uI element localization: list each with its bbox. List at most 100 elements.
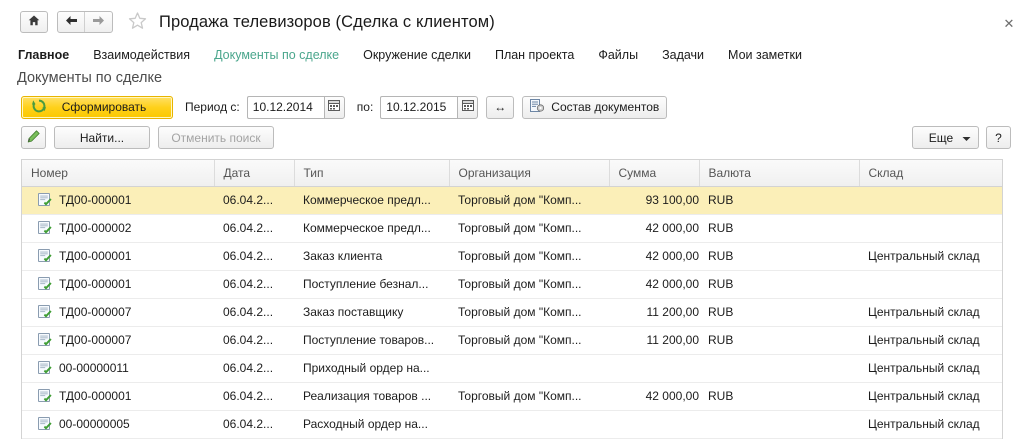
cell-organizaciya[interactable]: Торговый дом "Комп... [449, 382, 609, 411]
cell-sklad[interactable]: Центральный склад [859, 354, 1002, 383]
column-header-organizaciya[interactable]: Организация [449, 160, 610, 187]
table-row[interactable]: 00-00000005 06.04.2... Расходный ордер на.… [22, 410, 1002, 439]
period-interval-button[interactable]: ↔ [486, 95, 515, 119]
cell-organizaciya[interactable] [449, 410, 609, 439]
period-to-input[interactable] [380, 95, 458, 119]
table-row[interactable]: ТД00-000002 06.04.2... Коммерческое предл.… [22, 214, 1002, 243]
cell-summa[interactable]: 42 000,00 [609, 382, 699, 411]
find-button[interactable]: Найти... [54, 126, 150, 149]
cell-tip[interactable]: Поступление товаров... [294, 326, 449, 355]
back-button[interactable] [58, 12, 85, 32]
period-to-calendar-button[interactable] [457, 95, 479, 119]
cell-organizaciya[interactable]: Торговый дом "Комп... [449, 242, 609, 271]
cell-sklad[interactable]: Центральный склад [859, 242, 1002, 271]
cell-summa[interactable]: 42 000,00 [609, 242, 699, 271]
cell-data[interactable]: 06.04.2... [214, 382, 294, 411]
tab-moi-zametki[interactable]: Мои заметки [728, 48, 802, 62]
table-row[interactable]: ТД00-000001 06.04.2... Коммерческое предл.… [22, 186, 1002, 215]
tab-vzaimodeystviya[interactable]: Взаимодействия [93, 48, 191, 62]
cell-summa[interactable]: 93 100,00 [609, 186, 699, 215]
cell-nomer[interactable]: ТД00-000002 [22, 214, 214, 243]
cell-nomer[interactable]: ТД00-000007 [22, 326, 214, 355]
cell-data[interactable]: 06.04.2... [214, 214, 294, 243]
cell-data[interactable]: 06.04.2... [214, 186, 294, 215]
period-from-field[interactable] [246, 95, 345, 119]
home-button[interactable] [20, 11, 48, 33]
cell-data[interactable]: 06.04.2... [214, 410, 294, 439]
tab-glavnoe[interactable]: Главное [18, 48, 70, 62]
column-header-valyuta[interactable]: Валюта [699, 160, 860, 187]
table-row[interactable]: ТД00-000001 06.04.2... Поступление безнал.… [22, 270, 1002, 299]
cell-nomer[interactable]: ТД00-000007 [22, 298, 214, 327]
cell-tip[interactable]: Реализация товаров ... [294, 382, 449, 411]
column-header-tip[interactable]: Тип [294, 160, 450, 187]
period-from-input[interactable] [246, 95, 324, 119]
cell-valyuta[interactable] [699, 410, 859, 439]
cell-valyuta[interactable]: RUB [699, 270, 859, 299]
cell-tip[interactable]: Приходный ордер на... [294, 354, 449, 383]
cell-valyuta[interactable]: RUB [699, 326, 859, 355]
cell-summa[interactable] [609, 410, 699, 439]
cell-sklad[interactable]: Центральный склад [859, 410, 1002, 439]
cell-summa[interactable] [609, 354, 699, 383]
period-from-calendar-button[interactable] [323, 95, 345, 119]
cell-valyuta[interactable]: RUB [699, 186, 859, 215]
cell-nomer[interactable]: ТД00-000001 [22, 270, 214, 299]
cell-nomer[interactable]: ТД00-000001 [22, 186, 214, 215]
forward-button[interactable] [85, 12, 112, 32]
cell-data[interactable]: 06.04.2... [214, 354, 294, 383]
tab-zadachi[interactable]: Задачи [662, 48, 705, 62]
cell-sklad[interactable] [859, 186, 1002, 215]
cell-organizaciya[interactable]: Торговый дом "Комп... [449, 270, 609, 299]
generate-button[interactable]: Сформировать [21, 95, 173, 119]
cell-tip[interactable]: Поступление безнал... [294, 270, 449, 299]
help-button[interactable]: ? [986, 126, 1011, 149]
cell-tip[interactable]: Заказ поставщику [294, 298, 449, 327]
cell-organizaciya[interactable]: Торговый дом "Комп... [449, 298, 609, 327]
cell-data[interactable]: 06.04.2... [214, 326, 294, 355]
cell-data[interactable]: 06.04.2... [214, 298, 294, 327]
column-header-nomer[interactable]: Номер [22, 160, 215, 187]
cell-summa[interactable]: 42 000,00 [609, 214, 699, 243]
column-header-sklad[interactable]: Склад [859, 160, 1002, 187]
cell-nomer[interactable]: ТД00-000001 [22, 242, 214, 271]
cell-sklad[interactable] [859, 270, 1002, 299]
edit-button[interactable] [21, 126, 46, 149]
cell-sklad[interactable] [859, 214, 1002, 243]
cell-sklad[interactable]: Центральный склад [859, 326, 1002, 355]
cell-summa[interactable]: 11 200,00 [609, 298, 699, 327]
table-row[interactable]: ТД00-000001 06.04.2... Заказ клиента Торгов… [22, 242, 1002, 271]
cell-data[interactable]: 06.04.2... [214, 242, 294, 271]
table-row[interactable]: ТД00-000007 06.04.2... Поступление товаров… [22, 326, 1002, 355]
cell-summa[interactable]: 42 000,00 [609, 270, 699, 299]
cell-tip[interactable]: Коммерческое предл... [294, 186, 449, 215]
tab-fayly[interactable]: Файлы [598, 48, 639, 62]
close-icon[interactable]: ✕ [1003, 16, 1015, 31]
cell-valyuta[interactable]: RUB [699, 298, 859, 327]
cell-summa[interactable]: 11 200,00 [609, 326, 699, 355]
favorite-button[interactable] [127, 11, 147, 32]
table-row[interactable]: ТД00-000007 06.04.2... Заказ поставщику Тор… [22, 298, 1002, 327]
cell-sklad[interactable]: Центральный склад [859, 382, 1002, 411]
cell-organizaciya[interactable]: Торговый дом "Комп... [449, 186, 609, 215]
cell-nomer[interactable]: ТД00-000001 [22, 382, 214, 411]
cell-valyuta[interactable]: RUB [699, 214, 859, 243]
cell-valyuta[interactable]: RUB [699, 242, 859, 271]
cell-organizaciya[interactable] [449, 354, 609, 383]
cell-nomer[interactable]: 00-00000011 [22, 354, 214, 383]
cell-organizaciya[interactable]: Торговый дом "Комп... [449, 214, 609, 243]
column-header-summa[interactable]: Сумма [609, 160, 700, 187]
table-row[interactable]: 00-00000011 06.04.2... Приходный ордер на.… [22, 354, 1002, 383]
cell-tip[interactable]: Заказ клиента [294, 242, 449, 271]
cell-tip[interactable]: Коммерческое предл... [294, 214, 449, 243]
period-to-field[interactable] [380, 95, 479, 119]
table-row[interactable]: ТД00-000001 06.04.2... Реализация товаров … [22, 382, 1002, 411]
column-header-data[interactable]: Дата [214, 160, 295, 187]
tab-dokumenty-po-sdelke[interactable]: Документы по сделке [214, 48, 340, 62]
more-button[interactable]: Еще [912, 126, 979, 149]
cell-sklad[interactable]: Центральный склад [859, 298, 1002, 327]
composition-button[interactable]: Состав документов [522, 95, 668, 119]
tab-plan-proekta[interactable]: План проекта [494, 48, 575, 62]
cell-data[interactable]: 06.04.2... [214, 270, 294, 299]
cell-tip[interactable]: Расходный ордер на... [294, 410, 449, 439]
